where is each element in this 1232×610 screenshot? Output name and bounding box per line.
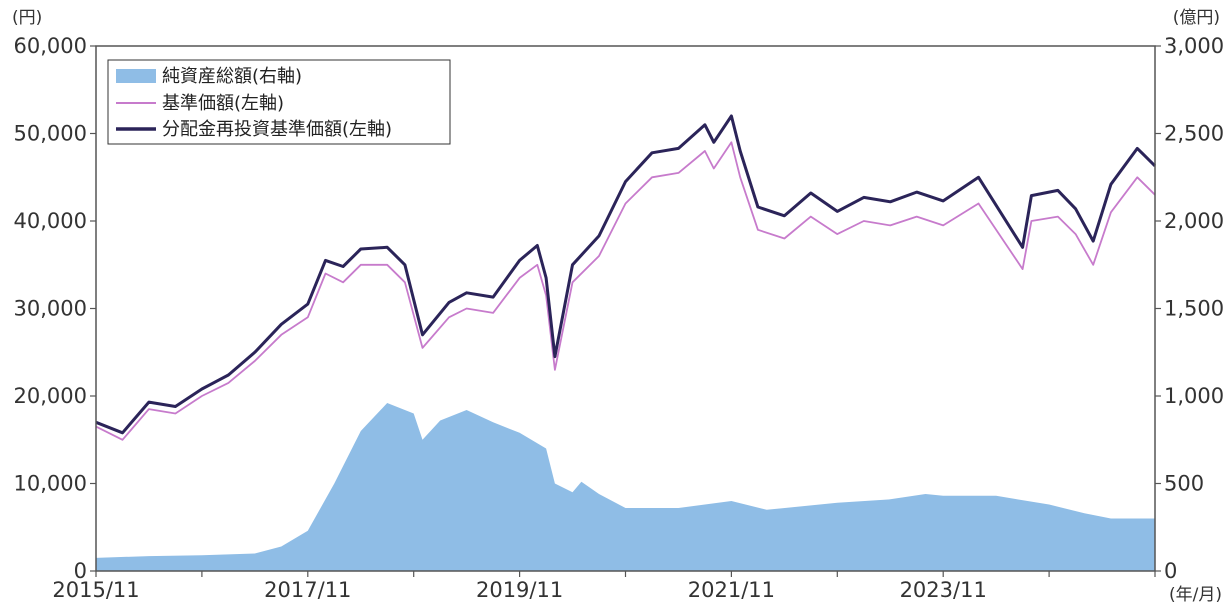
right-axis-unit: (億円) xyxy=(1173,8,1220,28)
left-axis-tick-label: 30,000 xyxy=(14,297,87,321)
legend-label-nav: 基準価額(左軸) xyxy=(162,93,284,114)
left-axis-tick-label: 40,000 xyxy=(14,209,87,233)
area-layer xyxy=(96,403,1155,571)
left-axis-unit: (円) xyxy=(12,8,42,28)
series-line-reinvested-nav xyxy=(95,114,1157,435)
x-axis-tick-label: 2015/11 xyxy=(52,578,139,602)
left-axis-tick-label: 0 xyxy=(74,559,87,583)
left-axis-tick-label: 60,000 xyxy=(14,34,87,58)
series-area-net-assets xyxy=(96,403,1155,571)
left-axis-tick-label: 20,000 xyxy=(14,384,87,408)
x-axis-tick-label: 2023/11 xyxy=(900,578,987,602)
line-layer xyxy=(95,114,1157,441)
x-axis-tick-label: 2021/11 xyxy=(688,578,775,602)
right-axis-tick-label: 500 xyxy=(1164,472,1204,496)
x-axis-tick-label: 2019/11 xyxy=(476,578,563,602)
right-axis-tick-label: 0 xyxy=(1164,559,1177,583)
legend: 純資産総額(右軸) 基準価額(左軸) 分配金再投資基準価額(左軸) xyxy=(107,59,451,145)
left-axis-tick-label: 50,000 xyxy=(14,122,87,146)
axis-layer: 0 10,000 20,000 30,000 40,000 50,000 60,000 0 50… xyxy=(14,34,1225,602)
right-axis-tick-label: 2,000 xyxy=(1164,209,1224,233)
legend-label-reinvested: 分配金再投資基準価額(左軸) xyxy=(162,119,392,140)
legend-box xyxy=(107,59,451,145)
legend-swatch-net-assets xyxy=(116,69,156,83)
series-line-nav xyxy=(95,141,1156,441)
right-axis-tick-label: 2,500 xyxy=(1164,122,1224,146)
right-axis-tick-label: 3,000 xyxy=(1164,34,1224,58)
right-axis-tick-label: 1,000 xyxy=(1164,384,1224,408)
x-axis-tick-label: 2017/11 xyxy=(264,578,351,602)
right-axis-tick-label: 1,500 xyxy=(1164,297,1224,321)
left-axis-tick-label: 10,000 xyxy=(14,472,87,496)
legend-label-net-assets: 純資産総額(右軸) xyxy=(162,66,302,87)
x-axis-unit: (年/月) xyxy=(1169,585,1222,605)
